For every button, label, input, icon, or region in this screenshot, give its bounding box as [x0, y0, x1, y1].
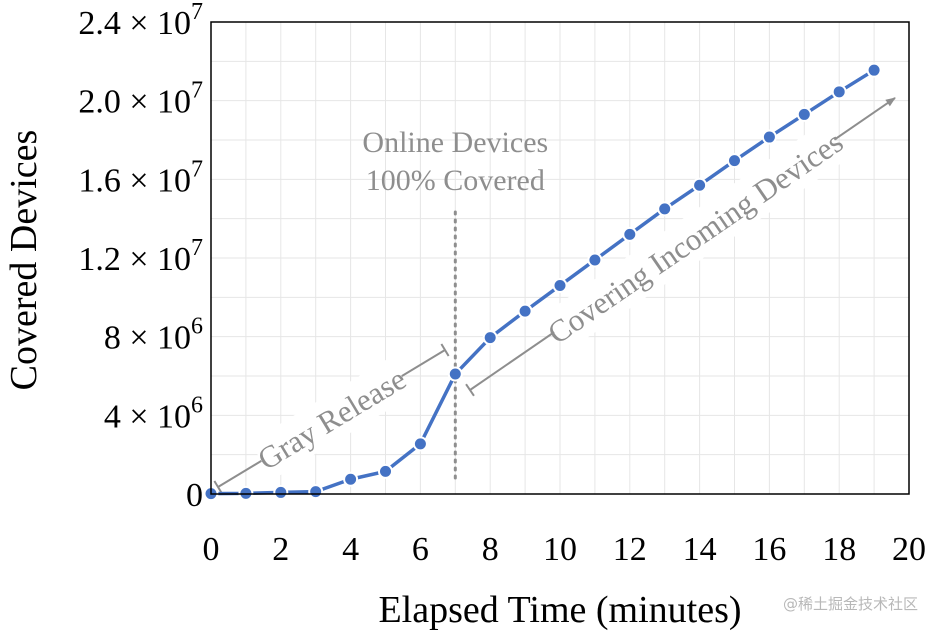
data-point: [622, 226, 638, 242]
y-tick-label: 1.6 × 107: [78, 156, 203, 199]
data-point: [447, 366, 463, 382]
data-point: [796, 106, 812, 122]
data-point: [552, 278, 568, 294]
data-point: [692, 177, 708, 193]
online-devices-label: Online Devices: [362, 126, 548, 159]
bracket-end: [440, 343, 450, 357]
bracket-end: [213, 480, 223, 494]
x-tick-labels: 0 2 4 6 8 10 12 14 16 18 20: [203, 531, 927, 568]
data-point: [273, 484, 289, 500]
watermark: @稀土掘金技术社区: [782, 595, 918, 613]
x-tick-label: 6: [412, 531, 429, 568]
y-tick-label: 1.2 × 107: [78, 235, 203, 278]
covered-label: 100% Covered: [366, 164, 545, 197]
covering-label: Covering Incoming Devices: [541, 124, 849, 351]
covering-label-bg: [542, 122, 848, 352]
x-tick-label: 0: [203, 531, 220, 568]
y-tick-label: 8 × 106: [104, 314, 203, 357]
data-point: [308, 484, 324, 500]
data-point: [761, 129, 777, 145]
gray-release-label: Gray Release: [252, 361, 412, 477]
x-tick-label: 4: [342, 531, 359, 568]
data-point: [831, 84, 847, 100]
data-point: [412, 436, 428, 452]
x-tick-label: 18: [822, 531, 856, 568]
data-point: [517, 303, 533, 319]
x-tick-label: 8: [482, 531, 499, 568]
data-point: [866, 62, 882, 78]
x-tick-label: 2: [272, 531, 289, 568]
y-tick-label: 4 × 106: [104, 392, 203, 435]
data-point: [727, 153, 742, 169]
x-tick-label: 14: [683, 531, 717, 568]
x-tick-label: 10: [543, 531, 577, 568]
y-axis-title: Covered Devices: [3, 130, 45, 391]
gray-release-label-bg: [249, 357, 414, 480]
bracket-end: [465, 383, 475, 397]
y-tick-label: 0: [186, 477, 203, 514]
plot-frame: [210, 21, 910, 495]
y-tick-label: 2.4 × 107: [78, 0, 203, 42]
data-point: [378, 463, 393, 479]
y-tick-labels: 0 4 × 106 8 × 106 1.2 × 107 1.6 × 107 2.0 × 1…: [78, 0, 203, 514]
data-point: [482, 330, 498, 346]
data-point: [587, 252, 603, 268]
x-tick-label: 20: [892, 531, 926, 568]
data-point: [657, 201, 673, 217]
x-axis-title: Elapsed Time (minutes): [378, 589, 741, 631]
data-point: [343, 471, 359, 487]
y-tick-label: 2.0 × 107: [78, 78, 203, 121]
x-tick-label: 16: [752, 531, 786, 568]
x-tick-label: 12: [613, 531, 647, 568]
annotations: Online Devices 100% Covered Gray Release Co…: [213, 97, 896, 494]
